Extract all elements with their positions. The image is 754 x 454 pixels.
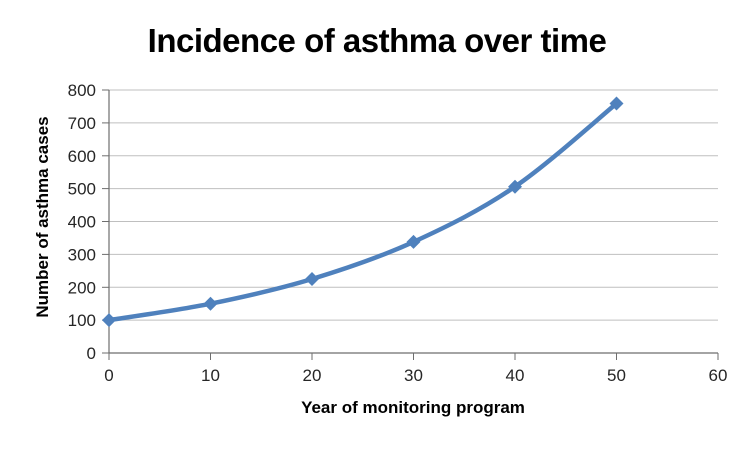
chart-title: Incidence of asthma over time [147,22,607,59]
x-tick-label: 40 [506,366,525,385]
data-point-marker [203,296,218,311]
y-tick-label: 200 [68,278,96,297]
y-tick-label: 700 [68,114,96,133]
x-tick-label: 50 [607,366,626,385]
y-tick-label: 500 [68,180,96,199]
data-point-marker [609,96,624,111]
x-tick-label: 10 [201,366,220,385]
y-tick-label: 300 [68,245,96,264]
data-point-marker [406,234,421,249]
y-tick-label: 0 [87,344,96,363]
x-axis-title: Year of monitoring program [301,398,525,417]
data-point-marker [102,313,116,328]
data-point-marker [305,272,319,286]
y-tick-label: 800 [68,81,96,100]
x-tick-label: 60 [709,366,728,385]
series-line [106,101,619,323]
x-tick-label: 20 [303,366,322,385]
y-tick-label: 100 [68,311,96,330]
x-tick-label: 30 [404,366,423,385]
data-point-marker [508,179,522,194]
x-tick-label: 0 [104,366,113,385]
y-tick-label: 600 [68,147,96,166]
y-tick-label: 400 [68,212,96,231]
